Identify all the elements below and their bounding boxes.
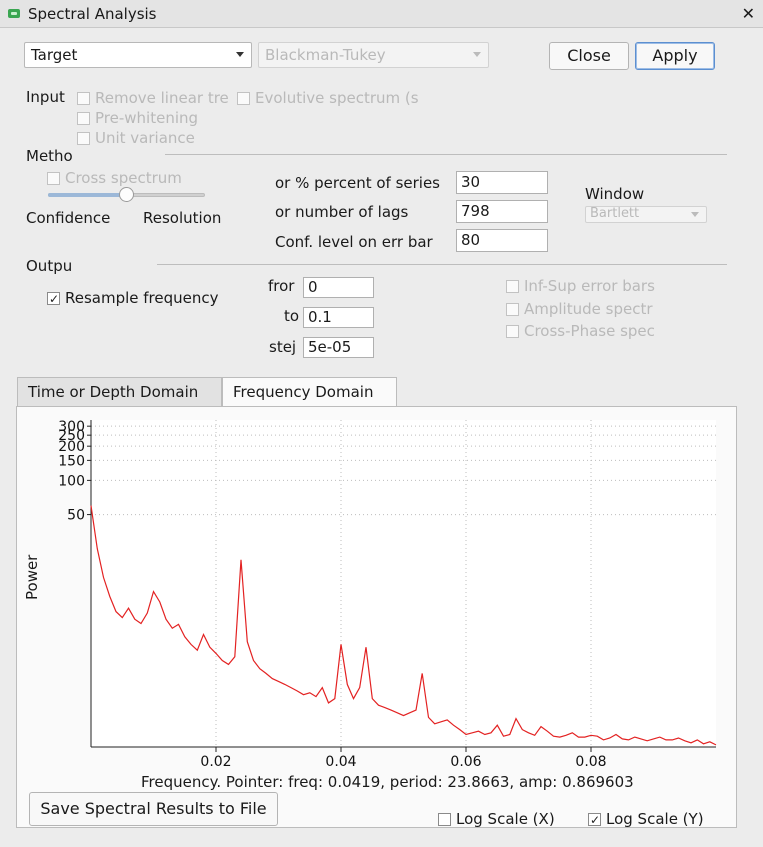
method-select[interactable]: Blackman-Tukey [258,42,489,68]
percent-series-input[interactable]: 30 [456,171,548,194]
step-input[interactable]: 5e-05 [303,337,374,358]
method-select-value: Blackman-Tukey [265,46,386,64]
from-input[interactable]: 0 [303,277,374,298]
y-tick-label: 250 [58,428,85,444]
method-section-label: Metho [26,147,73,165]
from-label: fror [268,277,295,295]
prewhitening-checkbox[interactable]: Pre-whitening [77,109,237,127]
window-title: Spectral Analysis [28,5,157,23]
cross-spectrum-label: Cross spectrum [65,169,182,187]
number-lags-label: or number of lags [275,203,409,221]
conf-level-label: Conf. level on err bar [275,233,433,251]
close-window-icon[interactable]: ✕ [741,4,755,23]
chevron-down-icon [691,212,699,217]
amplitude-spectrum-checkbox[interactable]: Amplitude spectr [506,300,658,318]
slider-handle[interactable] [119,187,134,202]
evolutive-spectrum-label: Evolutive spectrum (s [255,89,419,107]
checkbox-box [506,303,519,316]
tab-frequency-domain[interactable]: Frequency Domain [222,377,397,408]
checkbox-box [77,92,90,105]
x-tick-label: 0.02 [200,754,231,770]
window-select-value: Bartlett [590,206,640,221]
checkbox-checked-box [588,811,601,828]
x-tick-label: 0.04 [325,754,356,770]
percent-series-label: or % percent of series [275,174,440,192]
target-select-value: Target [31,46,78,64]
app-icon [8,9,20,18]
close-button[interactable]: Close [549,42,629,70]
window-label: Window [585,185,645,203]
amplitude-spectrum-label: Amplitude spectr [524,300,653,318]
cross-spectrum-checkbox[interactable]: Cross spectrum [47,169,227,187]
unit-variance-checkbox[interactable]: Unit variance [77,129,237,147]
y-tick-label: 200 [58,439,85,455]
checkbox-box [47,172,60,185]
log-scale-y-label: Log Scale (Y) [606,810,704,828]
to-input[interactable]: 0.1 [303,307,374,328]
chevron-down-icon [473,52,481,57]
evolutive-spectrum-checkbox[interactable]: Evolutive spectrum (s [237,89,426,107]
target-select[interactable]: Target [24,42,252,68]
resample-frequency-checkbox[interactable]: Resample frequency [47,289,229,307]
output-separator [157,264,727,265]
window-select[interactable]: Bartlett [585,206,707,223]
prewhitening-label: Pre-whitening [95,109,199,127]
apply-button[interactable]: Apply [635,42,715,70]
output-section-label: Outpu [26,257,73,275]
chevron-down-icon [236,52,244,57]
checkbox-box [77,132,90,145]
slider-fill [48,193,126,197]
resample-frequency-label: Resample frequency [65,289,219,307]
step-label: stej [269,338,297,356]
unit-variance-label: Unit variance [95,129,195,147]
resolution-label: Resolution [143,209,222,227]
log-scale-x-checkbox[interactable]: Log Scale (X) [438,810,555,828]
y-tick-label: 150 [58,453,85,469]
save-spectral-results-button[interactable]: Save Spectral Results to File [29,792,278,826]
input-section-label: Input [26,88,65,106]
tab-time-depth-domain[interactable]: Time or Depth Domain [17,377,222,407]
y-tick-label: 50 [67,508,85,524]
to-label: to [284,307,300,325]
checkbox-box [77,112,90,125]
conf-level-input[interactable]: 80 [456,229,548,252]
checkbox-box [237,92,250,105]
y-axis-label: Power [23,554,41,600]
inf-sup-label: Inf-Sup error bars [524,277,655,295]
checkbox-box [438,813,451,826]
confidence-label: Confidence [26,209,111,227]
chart-axes [90,420,716,748]
inf-sup-checkbox[interactable]: Inf-Sup error bars [506,277,658,295]
x-tick-label: 0.08 [575,754,606,770]
y-tick-label: 300 [58,419,85,435]
number-lags-input[interactable]: 798 [456,200,548,223]
log-scale-x-label: Log Scale (X) [456,810,555,828]
log-scale-y-checkbox[interactable]: Log Scale (Y) [588,810,704,828]
checkbox-box [506,280,519,293]
x-tick-label: 0.06 [450,754,481,770]
cross-phase-checkbox[interactable]: Cross-Phase spec [506,322,658,340]
checkbox-box [506,325,519,338]
remove-linear-checkbox[interactable]: Remove linear tre [77,89,234,107]
checkbox-checked-box [47,290,60,307]
y-tick-label: 100 [58,473,85,489]
method-separator [165,154,727,155]
x-ticks: 0.02 0.04 0.06 0.08 [200,747,607,770]
remove-linear-label: Remove linear tre [95,89,229,107]
chart-grid [91,420,716,747]
cross-phase-label: Cross-Phase spec [524,322,655,340]
pointer-status: Frequency. Pointer: freq: 0.0419, period… [141,773,634,791]
power-spectrum-line [90,505,717,746]
plot-area [91,420,716,747]
title-bar: Spectral Analysis ✕ [0,0,763,28]
